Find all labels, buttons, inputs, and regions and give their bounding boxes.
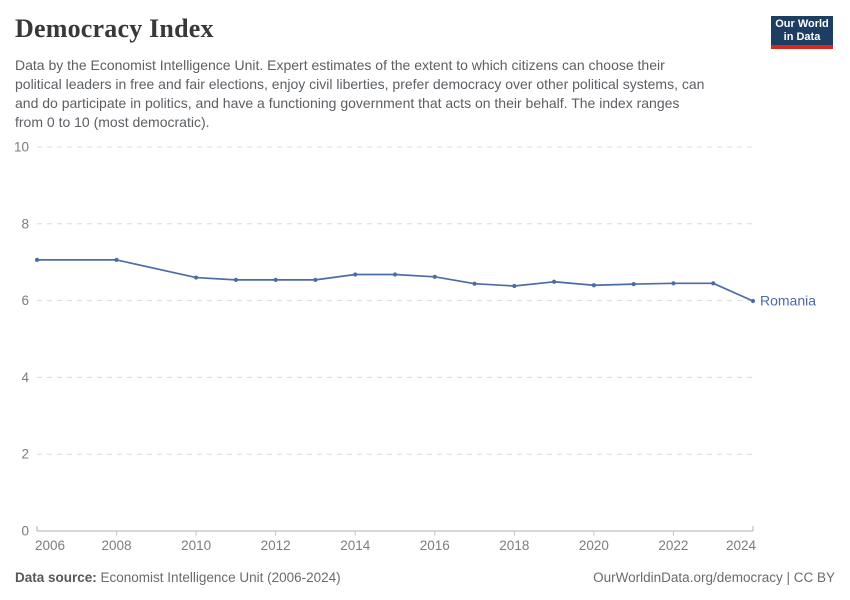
x-tick-label-2024: 2024 <box>726 538 757 553</box>
data-source: Data source: Economist Intelligence Unit… <box>15 570 341 585</box>
page-title: Democracy Index <box>15 14 214 43</box>
data-point-2018[interactable] <box>512 283 517 289</box>
x-tick-label-2022: 2022 <box>658 538 688 553</box>
chart-subtitle: Data by the Economist Intelligence Unit.… <box>15 56 704 132</box>
chart-footer: Data source: Economist Intelligence Unit… <box>15 567 835 587</box>
y-tick-label-4: 4 <box>21 370 29 385</box>
owid-logo[interactable]: Our World in Data <box>771 16 833 49</box>
data-point-2006[interactable] <box>34 257 40 262</box>
data-point-2020[interactable] <box>591 283 596 288</box>
series-line-romania[interactable] <box>36 259 754 302</box>
x-tick-label-2014: 2014 <box>340 538 371 553</box>
data-point-2008[interactable] <box>114 257 119 262</box>
subtitle-line: Data by the Economist Intelligence Unit.… <box>15 57 665 73</box>
x-tick-label-2018: 2018 <box>499 538 529 553</box>
x-tick-label-2010: 2010 <box>181 538 211 553</box>
y-tick-label-8: 8 <box>21 216 29 231</box>
data-point-2017[interactable] <box>472 281 477 286</box>
data-point-2015[interactable] <box>392 272 398 277</box>
data-point-2011[interactable] <box>233 277 238 282</box>
y-tick-label-10: 10 <box>14 140 29 155</box>
owid-logo-line1: Our World <box>775 17 829 30</box>
data-point-2016[interactable] <box>432 274 437 279</box>
owid-logo-line2: in Data <box>783 30 821 43</box>
series-end-label: Romania <box>760 292 816 308</box>
x-tick-label-2008: 2008 <box>102 538 132 553</box>
y-tick-label-6: 6 <box>21 293 29 308</box>
x-tick-label-2006: 2006 <box>35 538 65 553</box>
y-tick-label-0: 0 <box>21 524 29 539</box>
data-point-2021[interactable] <box>631 281 636 287</box>
y-tick-label-2: 2 <box>21 447 29 462</box>
data-point-2023[interactable] <box>711 281 716 286</box>
data-point-2019[interactable] <box>552 279 557 284</box>
x-tick-label-2016: 2016 <box>420 538 450 553</box>
data-source-label: Data source: <box>15 569 97 585</box>
subtitle-line: political leaders in free and fair elect… <box>15 76 705 92</box>
x-tick-label-2020: 2020 <box>579 538 609 553</box>
subtitle-line: from 0 to 10 (most democratic). <box>15 114 210 130</box>
attribution-link[interactable]: OurWorldinData.org/democracy | CC BY <box>593 569 835 585</box>
data-point-2013[interactable] <box>313 277 318 282</box>
data-point-2010[interactable] <box>194 275 199 280</box>
subtitle-line: and do participate in politics, and have… <box>15 95 680 111</box>
data-point-2022[interactable] <box>671 281 676 286</box>
data-point-2012[interactable] <box>273 277 278 282</box>
data-point-2024[interactable] <box>750 298 756 304</box>
x-tick-label-2012: 2012 <box>261 538 291 553</box>
data-point-2014[interactable] <box>353 272 358 277</box>
data-source-text: Economist Intelligence Unit (2006-2024) <box>96 569 341 585</box>
